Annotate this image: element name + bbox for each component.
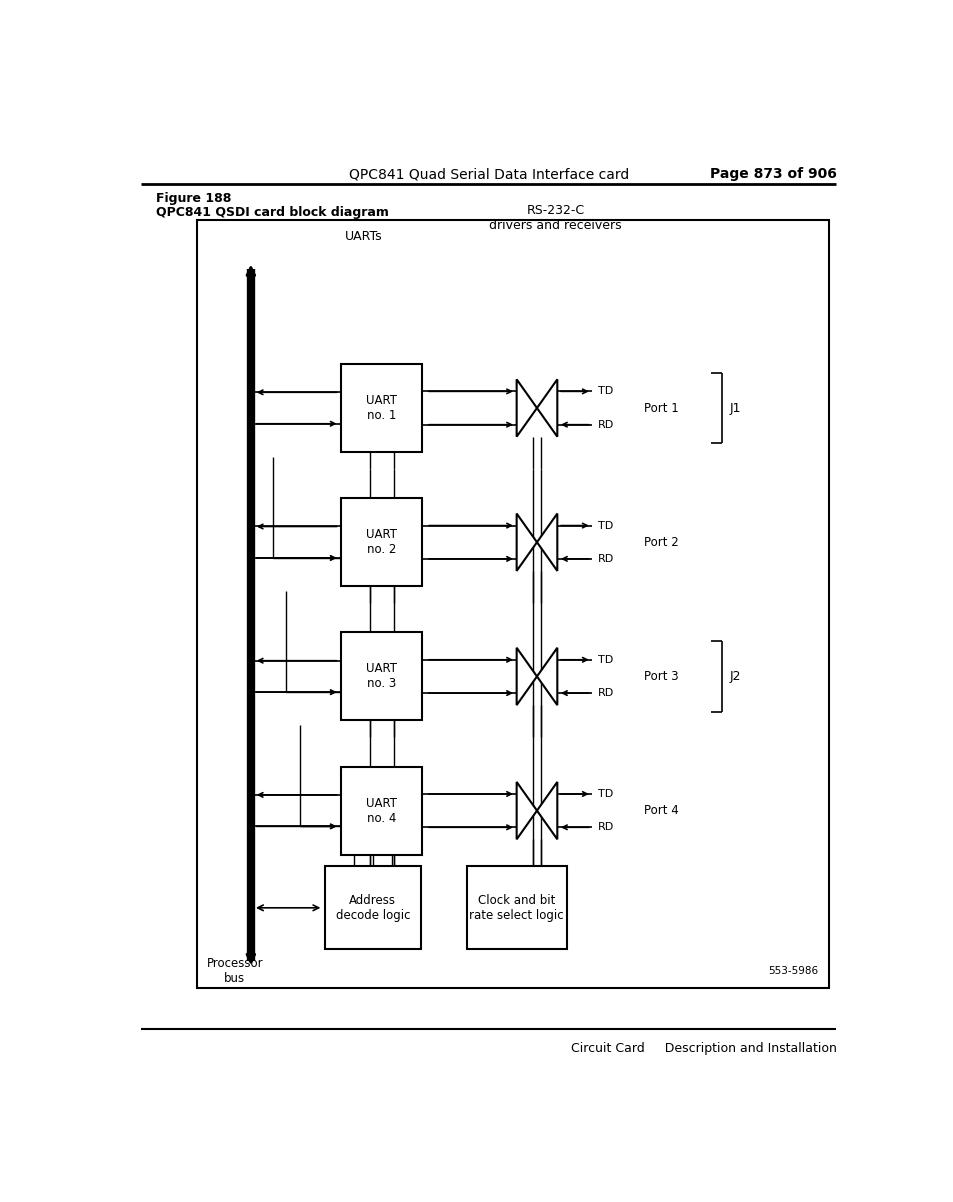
Bar	[341, 767, 422, 855]
Text: TD: TD	[598, 520, 613, 530]
Text: Page 873 of 906: Page 873 of 906	[709, 167, 836, 182]
Bar	[466, 867, 566, 950]
Text: UART
no. 4: UART no. 4	[366, 797, 396, 825]
Text: Figure 188: Figure 188	[156, 192, 232, 206]
Text: Address
decode logic: Address decode logic	[335, 894, 410, 922]
Polygon shape	[537, 513, 557, 571]
Text: Circuit Card     Description and Installation: Circuit Card Description and Installatio…	[570, 1042, 836, 1055]
Text: RD: RD	[598, 688, 614, 698]
Text: RD: RD	[598, 554, 614, 564]
Bar	[341, 364, 422, 452]
Polygon shape	[517, 783, 537, 839]
Polygon shape	[537, 380, 557, 436]
Bar	[324, 867, 420, 950]
Text: RD: RD	[598, 822, 614, 832]
Text: Port 1: Port 1	[643, 401, 679, 415]
Polygon shape	[517, 648, 537, 706]
Bar	[341, 632, 422, 720]
Text: QPC841 Quad Serial Data Interface card: QPC841 Quad Serial Data Interface card	[349, 167, 628, 182]
Text: UART
no. 3: UART no. 3	[366, 662, 396, 690]
Text: Port 3: Port 3	[643, 670, 679, 683]
Text: Port 2: Port 2	[643, 536, 679, 549]
Text: RS-232-C
drivers and receivers: RS-232-C drivers and receivers	[489, 204, 621, 232]
Bar	[341, 499, 422, 587]
Text: TD: TD	[598, 655, 613, 665]
Text: Port 4: Port 4	[643, 804, 679, 817]
Text: Clock and bit
rate select logic: Clock and bit rate select logic	[469, 894, 563, 922]
Text: J2: J2	[728, 670, 740, 683]
Polygon shape	[517, 380, 537, 436]
Text: UART
no. 2: UART no. 2	[366, 528, 396, 557]
Text: 553-5986: 553-5986	[767, 965, 817, 976]
Text: TD: TD	[598, 789, 613, 799]
Polygon shape	[537, 648, 557, 706]
Text: Processor
bus: Processor bus	[206, 957, 263, 984]
Text: TD: TD	[598, 386, 613, 397]
Bar	[196, 220, 828, 988]
Text: UART
no. 1: UART no. 1	[366, 394, 396, 422]
Text: RD: RD	[598, 419, 614, 429]
Text: J1: J1	[728, 401, 740, 415]
Text: QPC841 QSDI card block diagram: QPC841 QSDI card block diagram	[156, 207, 389, 219]
Polygon shape	[537, 783, 557, 839]
Polygon shape	[517, 513, 537, 571]
Text: UARTs: UARTs	[344, 231, 381, 243]
